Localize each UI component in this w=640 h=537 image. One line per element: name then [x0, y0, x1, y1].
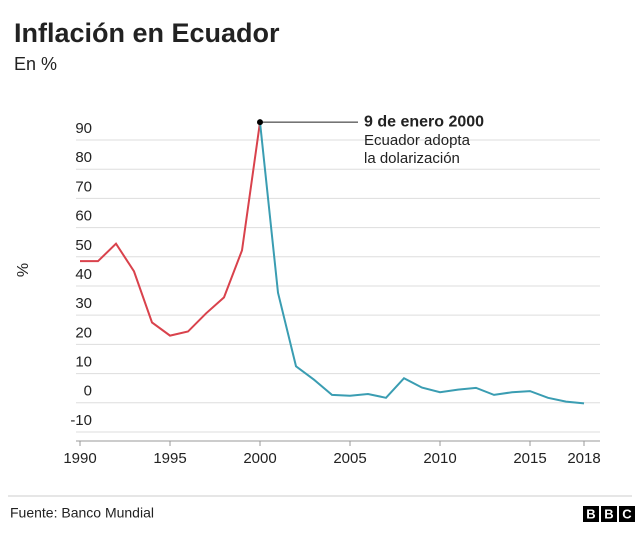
y-tick-label: 70 [75, 178, 92, 195]
y-tick-label: 60 [75, 208, 92, 225]
y-tick-label: 50 [75, 237, 92, 254]
logo-letter: C [622, 506, 632, 521]
x-tick-label: 2015 [513, 450, 546, 467]
x-tick-label: 1990 [63, 450, 96, 467]
x-tick-label: 2010 [423, 450, 456, 467]
annotation-text: la dolarización [364, 150, 460, 167]
chart-subtitle: En % [14, 54, 57, 74]
y-tick-label: 40 [75, 266, 92, 283]
annotation-dot [257, 119, 263, 126]
source: Fuente: Banco Mundial [10, 505, 154, 521]
logo-box [619, 506, 635, 522]
y-axis-label: % [15, 263, 32, 277]
logo-letter: B [604, 506, 613, 521]
y-tick-label: 10 [75, 354, 92, 371]
y-tick-label: 30 [75, 295, 92, 312]
annotation-text: Ecuador adopta [364, 132, 471, 149]
y-tick-label: 80 [75, 149, 92, 166]
line-series [259, 122, 585, 405]
y-tick-label: 20 [75, 324, 92, 341]
line-series [80, 122, 261, 337]
x-tick-label: 2000 [243, 450, 276, 467]
logo-box [583, 506, 599, 522]
x-tick-label: 2018 [567, 450, 600, 467]
x-tick-label: 1995 [153, 450, 186, 467]
y-tick-label: -10 [70, 412, 92, 429]
annotation-title: 9 de enero 2000 [364, 113, 484, 130]
logo-box [601, 506, 617, 522]
logo-letter: B [586, 506, 595, 521]
y-tick-label: 90 [75, 120, 92, 137]
x-tick-label: 2005 [333, 450, 366, 467]
y-tick-label: 0 [84, 383, 92, 400]
chart-title: Inflación en Ecuador [14, 18, 280, 48]
